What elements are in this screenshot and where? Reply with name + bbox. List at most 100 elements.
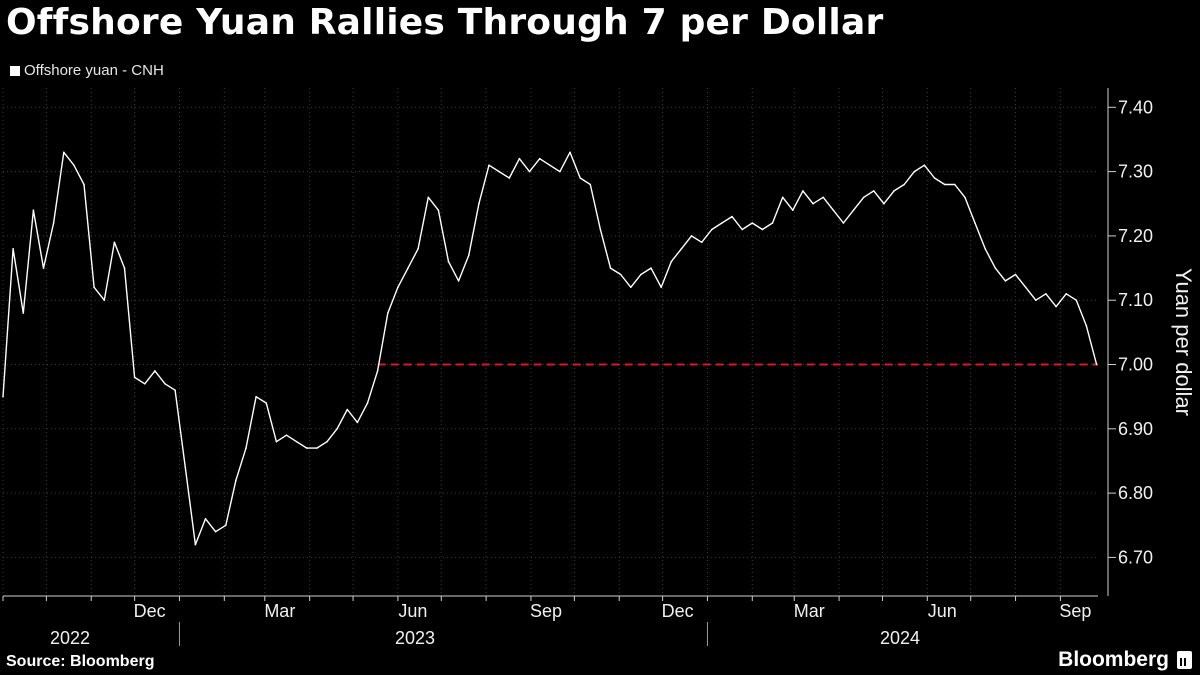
data-point <box>518 157 521 160</box>
data-point <box>32 209 35 211</box>
data-point <box>812 202 814 205</box>
data-point <box>326 440 328 443</box>
data-point <box>1024 286 1027 289</box>
data-point <box>265 402 268 404</box>
data-point <box>468 254 470 256</box>
data-point <box>387 312 389 314</box>
data-point <box>225 524 227 527</box>
data-point <box>690 235 693 237</box>
data-point <box>174 389 176 392</box>
series-line-offshore-yuan <box>2 151 1098 546</box>
data-point <box>52 222 55 224</box>
data-point <box>204 518 207 520</box>
data-point <box>1045 293 1047 295</box>
data-point <box>306 447 308 449</box>
y-tick-label: 7.00 <box>1118 355 1153 375</box>
data-point <box>974 222 976 224</box>
data-point <box>619 273 622 276</box>
data-point <box>376 370 379 372</box>
data-point <box>964 196 966 199</box>
data-point <box>883 202 885 205</box>
data-point <box>73 164 75 166</box>
data-point <box>295 440 298 443</box>
data-point <box>12 248 14 250</box>
data-point <box>427 196 430 199</box>
data-point <box>994 267 997 269</box>
data-point <box>83 183 85 186</box>
x-tick-label: Jun <box>398 601 427 621</box>
data-point <box>761 228 764 231</box>
data-point <box>1035 299 1037 302</box>
x-year-label: 2022 <box>50 628 90 648</box>
x-tick-label: Jun <box>928 601 957 621</box>
data-point <box>22 312 25 314</box>
data-point <box>255 395 257 398</box>
y-tick-label: 7.20 <box>1118 226 1153 246</box>
data-point <box>93 286 95 289</box>
data-point <box>943 183 946 186</box>
data-point <box>933 177 936 179</box>
data-point <box>589 183 592 186</box>
data-point <box>630 286 632 289</box>
data-point <box>1085 325 1088 327</box>
x-tick-label: Sep <box>1059 601 1091 621</box>
data-point <box>417 248 419 250</box>
y-tick-label: 6.80 <box>1118 483 1153 503</box>
data-point <box>538 157 541 160</box>
data-point <box>498 170 500 173</box>
data-point <box>751 222 754 224</box>
data-point <box>407 267 409 269</box>
data-point <box>478 202 480 205</box>
data-point <box>316 447 318 449</box>
data-point <box>184 466 187 469</box>
data-point <box>923 164 926 166</box>
data-point <box>954 183 956 186</box>
data-point <box>528 170 531 173</box>
data-point <box>1004 280 1007 282</box>
legend-label: Offshore yuan - CNH <box>24 62 164 79</box>
data-point <box>103 299 106 302</box>
x-tick-label: Mar <box>794 601 825 621</box>
brand-logo: Bloomberg <box>1058 648 1192 672</box>
data-point <box>42 267 45 269</box>
data-point <box>214 530 217 533</box>
data-point <box>670 260 673 263</box>
data-point <box>437 209 440 211</box>
data-point <box>680 248 683 250</box>
data-point <box>245 447 247 449</box>
data-point <box>2 395 4 398</box>
data-point <box>893 190 895 192</box>
x-tick-label: Dec <box>662 601 694 621</box>
data-point <box>599 228 602 231</box>
data-point <box>133 376 136 379</box>
data-point <box>873 190 875 192</box>
data-point <box>356 421 359 424</box>
data-point <box>700 241 703 244</box>
x-year-label: 2023 <box>395 628 435 648</box>
data-point <box>569 151 571 154</box>
data-point <box>457 280 460 282</box>
legend-swatch <box>10 65 20 76</box>
data-point <box>822 196 824 199</box>
data-point <box>862 196 865 199</box>
x-tick-label: Dec <box>134 601 166 621</box>
data-point <box>903 183 905 186</box>
data-point <box>154 370 156 372</box>
data-point <box>194 543 197 546</box>
data-point <box>123 267 126 269</box>
data-point <box>711 228 713 231</box>
data-point <box>802 190 804 192</box>
x-tick-label: Mar <box>264 601 295 621</box>
data-point <box>366 402 369 404</box>
x-tick-label: Sep <box>530 601 562 621</box>
data-point <box>660 286 662 289</box>
data-point <box>1014 273 1017 276</box>
data-point <box>792 209 794 211</box>
x-year-label: 2024 <box>880 628 920 648</box>
data-point <box>336 428 338 430</box>
data-point <box>852 209 855 211</box>
data-point <box>721 222 723 224</box>
y-axis-label: Yuan per dollar <box>1171 268 1196 416</box>
chart-title: Offshore Yuan Rallies Through 7 per Doll… <box>6 2 884 43</box>
